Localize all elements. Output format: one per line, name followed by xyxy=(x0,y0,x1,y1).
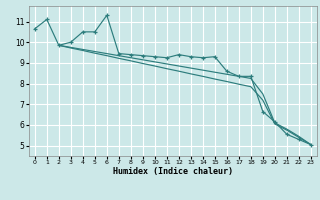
X-axis label: Humidex (Indice chaleur): Humidex (Indice chaleur) xyxy=(113,167,233,176)
